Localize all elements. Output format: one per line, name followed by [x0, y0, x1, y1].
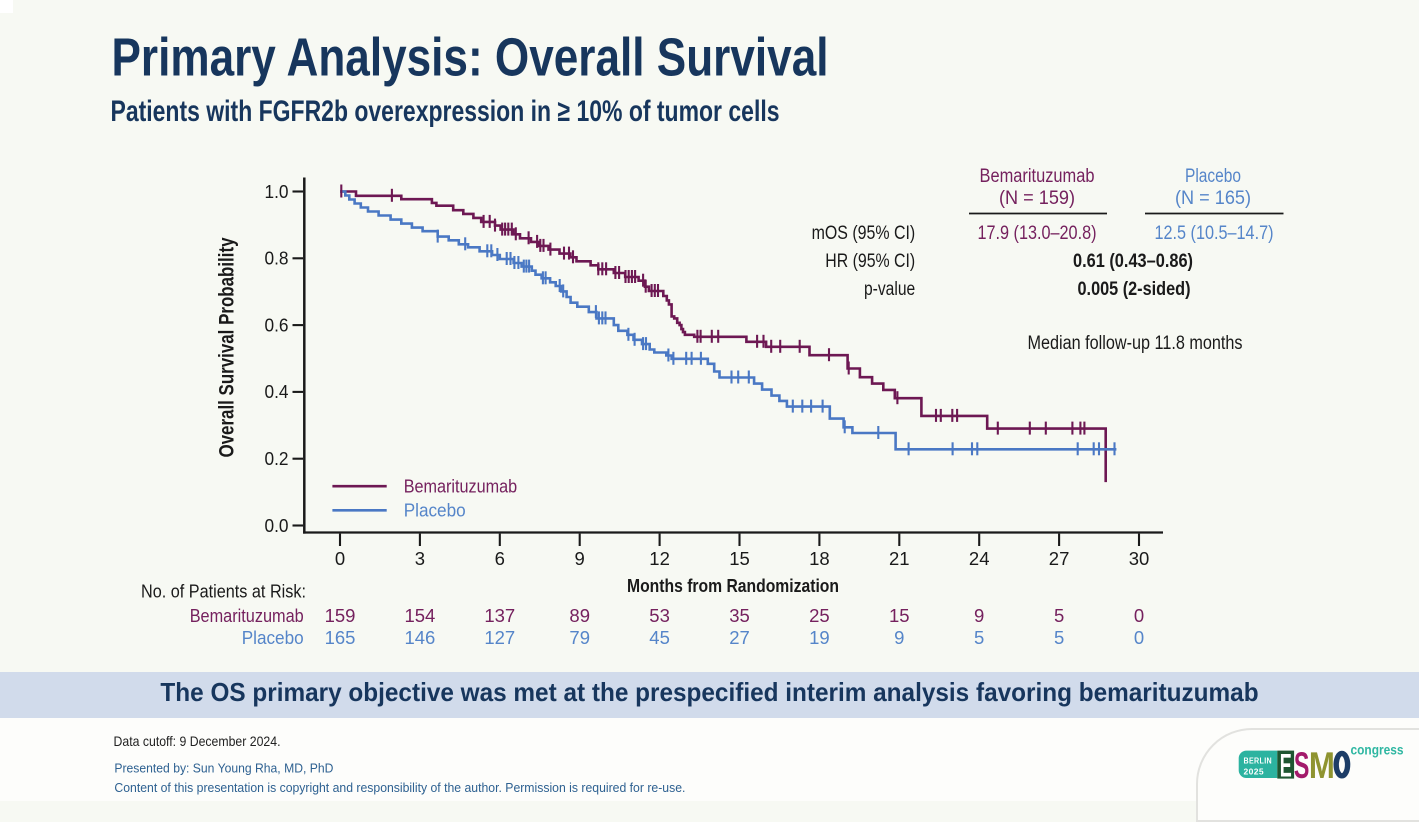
svg-text:24: 24	[969, 548, 990, 569]
svg-text:Data cutoff: 9 December 2024.: Data cutoff: 9 December 2024.	[114, 733, 281, 749]
svg-text:BERLIN: BERLIN	[1244, 755, 1273, 765]
svg-text:2025: 2025	[1244, 766, 1265, 776]
svg-text:9: 9	[894, 627, 904, 648]
svg-text:35: 35	[729, 605, 750, 626]
svg-text:15: 15	[729, 548, 750, 569]
svg-text:Primary Analysis: Overall Surv: Primary Analysis: Overall Survival	[112, 28, 829, 88]
svg-text:Patients with FGFR2b overexpre: Patients with FGFR2b overexpression in ≥…	[111, 95, 780, 128]
svg-text:Overall Survival Probability: Overall Survival Probability	[215, 237, 238, 457]
svg-text:154: 154	[404, 605, 435, 626]
svg-text:Months from Randomization: Months from Randomization	[627, 575, 839, 596]
svg-text:17.9 (13.0–20.8): 17.9 (13.0–20.8)	[978, 223, 1097, 244]
svg-text:(N = 159): (N = 159)	[999, 188, 1075, 209]
svg-text:0.6: 0.6	[265, 314, 289, 335]
svg-text:12: 12	[649, 548, 670, 569]
svg-text:27: 27	[729, 627, 750, 648]
svg-text:18: 18	[809, 548, 830, 569]
svg-text:S: S	[1294, 745, 1310, 786]
svg-text:45: 45	[649, 627, 670, 648]
svg-text:165: 165	[325, 627, 356, 648]
svg-text:9: 9	[974, 605, 984, 626]
svg-text:congress: congress	[1351, 741, 1404, 757]
svg-text:Placebo: Placebo	[1185, 166, 1241, 187]
svg-text:159: 159	[325, 605, 356, 626]
svg-text:HR (95% CI): HR (95% CI)	[825, 251, 915, 272]
svg-text:15: 15	[889, 605, 910, 626]
svg-text:Placebo: Placebo	[242, 627, 304, 648]
svg-text:53: 53	[649, 605, 670, 626]
svg-text:p-value: p-value	[864, 279, 915, 300]
svg-text:1.0: 1.0	[265, 181, 289, 202]
svg-text:30: 30	[1129, 548, 1150, 569]
svg-text:Bemarituzumab: Bemarituzumab	[980, 166, 1095, 187]
svg-text:0.61 (0.43–0.86): 0.61 (0.43–0.86)	[1073, 251, 1193, 272]
svg-text:Bemarituzumab: Bemarituzumab	[190, 605, 304, 626]
svg-text:137: 137	[484, 605, 515, 626]
svg-text:(N = 165): (N = 165)	[1175, 188, 1251, 209]
svg-text:0: 0	[1134, 627, 1144, 648]
svg-text:mOS (95% CI): mOS (95% CI)	[812, 223, 916, 244]
svg-text:3: 3	[415, 548, 425, 569]
svg-text:0: 0	[1134, 605, 1144, 626]
svg-text:146: 146	[404, 627, 435, 648]
svg-text:12.5 (10.5–14.7): 12.5 (10.5–14.7)	[1155, 223, 1274, 244]
svg-text:Bemarituzumab: Bemarituzumab	[404, 476, 518, 497]
svg-text:Presented by: Sun Young Rha, M: Presented by: Sun Young Rha, MD, PhD	[114, 761, 333, 776]
svg-text:25: 25	[809, 605, 830, 626]
svg-text:5: 5	[974, 627, 984, 648]
svg-text:89: 89	[569, 605, 590, 626]
svg-text:0.005 (2-sided): 0.005 (2-sided)	[1078, 279, 1191, 300]
svg-text:5: 5	[1054, 627, 1064, 648]
svg-text:6: 6	[495, 548, 505, 569]
svg-text:27: 27	[1049, 548, 1070, 569]
svg-text:19: 19	[809, 627, 830, 648]
svg-text:79: 79	[569, 627, 590, 648]
svg-text:E: E	[1280, 747, 1292, 783]
svg-text:0.4: 0.4	[265, 381, 289, 402]
svg-text:21: 21	[889, 548, 910, 569]
svg-text:M: M	[1309, 745, 1335, 786]
svg-text:5: 5	[1054, 605, 1064, 626]
svg-text:127: 127	[484, 627, 515, 648]
svg-text:0.2: 0.2	[265, 448, 289, 469]
svg-text:No. of Patients at Risk:: No. of Patients at Risk:	[141, 581, 306, 602]
svg-text:0.0: 0.0	[265, 515, 289, 536]
svg-text:9: 9	[575, 548, 585, 569]
svg-text:0.8: 0.8	[265, 248, 289, 269]
svg-text:Median follow-up 11.8 months: Median follow-up 11.8 months	[1028, 333, 1243, 354]
svg-text:Placebo: Placebo	[404, 500, 466, 521]
svg-text:0: 0	[335, 548, 345, 569]
svg-text:Content of this presentation i: Content of this presentation is copyrigh…	[114, 780, 685, 795]
